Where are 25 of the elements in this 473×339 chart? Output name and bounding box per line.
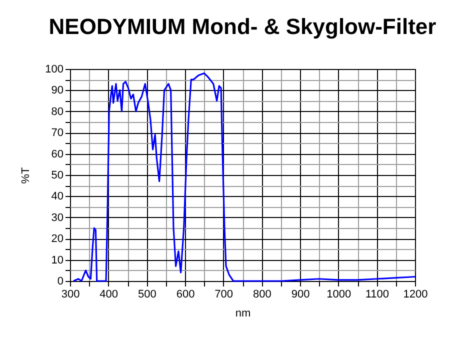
y-tick-label: 30 (51, 212, 64, 224)
y-tick-label: 70 (51, 127, 64, 140)
y-tick-label: 10 (51, 254, 64, 266)
y-tick-label: 80 (51, 106, 64, 118)
x-tick-label: 1000 (326, 288, 352, 300)
y-tick-label: 60 (51, 148, 64, 160)
x-tick-label: 800 (252, 288, 272, 300)
x-tick-label: 1200 (403, 288, 428, 300)
x-tick-label: 500 (138, 288, 156, 300)
x-tick-label: 300 (61, 288, 80, 300)
x-tick-label: 700 (214, 288, 234, 300)
y-tick-label: 90 (51, 84, 64, 97)
y-tick-label: 40 (51, 190, 64, 203)
y-tick-label: 20 (51, 233, 64, 246)
chart-title: NEODYMIUM Mond- & Skyglow-Filter (48, 14, 437, 39)
y-tick-label: 50 (51, 170, 64, 182)
line-series (72, 72, 416, 282)
y-tick-label: 0 (57, 276, 64, 288)
x-tick-label: 1100 (365, 288, 389, 300)
x-tick-label: 900 (291, 288, 310, 300)
x-tick-label: 400 (100, 288, 118, 300)
x-axis-title: nm (235, 308, 251, 320)
x-tick-label: 600 (176, 288, 195, 300)
y-tick-label: 100 (45, 64, 64, 76)
y-axis-title: %T (20, 166, 32, 184)
